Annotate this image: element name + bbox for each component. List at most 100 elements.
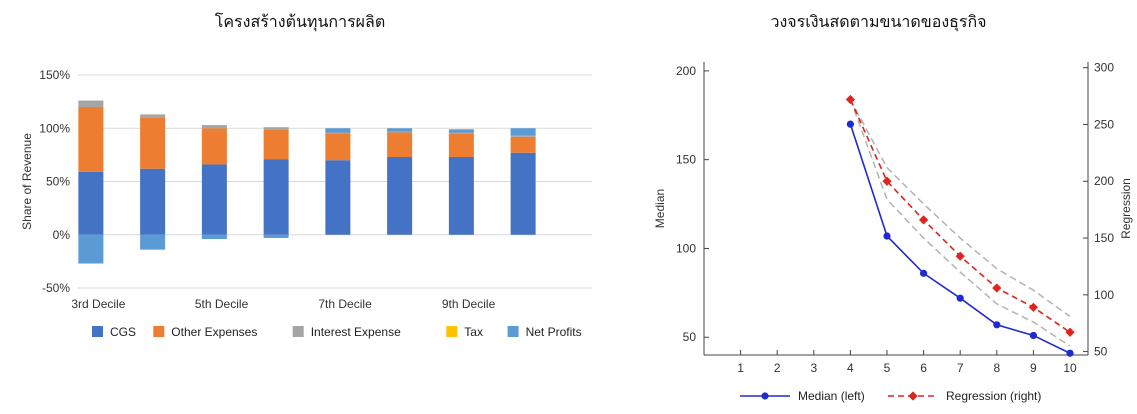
x-tick-label: 5th Decile: [195, 297, 249, 311]
bar-segment-net-profits: [263, 234, 289, 238]
bar-segment-cgs: [510, 152, 536, 235]
data-point-regression: [845, 94, 855, 105]
bar-segment-other-expenses: [448, 133, 474, 158]
y-tick-label-left: 150: [676, 153, 696, 167]
data-point-median: [920, 269, 928, 277]
bar-segment-interest-expense: [448, 132, 474, 134]
confidence-band-line: [849, 99, 1071, 317]
data-point-median: [1066, 349, 1074, 357]
bar-segment-interest-expense: [387, 131, 413, 133]
bar-segment-other-expenses: [387, 132, 413, 158]
bar-segment-other-expenses: [263, 129, 289, 160]
cost-structure-chart: โครงสร้างต้นทุนการผลิต 150% 100% 50% 0% -50%…: [20, 12, 592, 339]
bar-segment-cgs: [325, 160, 351, 235]
bar-segment-interest-expense: [78, 100, 104, 107]
bar-segment-net-profits: [140, 234, 166, 250]
bar-segment-other-expenses: [140, 117, 166, 169]
x-tick-label: 9: [1030, 361, 1037, 375]
bar-segment-interest-expense: [140, 114, 166, 118]
legend-swatch: [92, 326, 103, 337]
x-tick-label: 4: [847, 361, 854, 375]
x-tick-label: 3rd Decile: [71, 297, 125, 311]
bar-segment-interest-expense: [201, 125, 227, 129]
bar-segment-interest-expense: [325, 132, 351, 134]
cash-cycle-chart: วงจรเงินสดตามขนาดของธุรกิจ 50 100 150 200 50…: [620, 0, 1137, 414]
legend-marker-regression: [908, 391, 918, 401]
y-tick-label-right: 300: [1094, 61, 1114, 75]
legend-label: Interest Expense: [311, 325, 401, 339]
data-point-regression: [1065, 327, 1075, 337]
bar-segment-cgs: [201, 164, 227, 235]
cash-cycle-plot: 50 100 150 200 50 100 150 200 250 300 1 2 3 4 5 6 7 8 9 10 M…: [653, 61, 1133, 403]
y-tick-label: 0%: [53, 228, 71, 242]
bar-segment-net-profits: [78, 234, 104, 264]
bar-segment-net-profits: [201, 234, 227, 240]
bar-segment-other-expenses: [510, 136, 536, 153]
y-tick-label-right: 200: [1094, 174, 1114, 188]
cost-structure-plot: 150% 100% 50% 0% -50% Share of Revenue 3rd Dec…: [20, 68, 592, 339]
bar-segment-other-expenses: [325, 133, 351, 161]
legend-label: Net Profits: [526, 325, 582, 339]
data-point-median: [956, 294, 964, 302]
bar-segment-net-profits: [510, 128, 536, 136]
data-point-regression: [955, 251, 965, 261]
x-tick-label: 7th Decile: [318, 297, 372, 311]
y-tick-label-right: 100: [1094, 288, 1114, 302]
bar-segment-cgs: [448, 157, 474, 235]
y-axis-label-right: Regression: [1119, 178, 1133, 239]
y-tick-label: 150%: [39, 68, 70, 82]
bar-segment-net-profits: [325, 128, 351, 133]
x-tick-label: 10: [1063, 361, 1077, 375]
y-tick-label: 100%: [39, 121, 70, 135]
y-axis-label-left: Median: [653, 189, 667, 228]
x-tick-label: 1: [737, 361, 744, 375]
data-point-regression: [919, 215, 929, 225]
bar-segment-cgs: [140, 168, 166, 235]
data-point-regression: [1028, 302, 1038, 312]
legend-label: CGS: [110, 325, 136, 339]
legend-swatch: [507, 326, 519, 337]
y-tick-label-left: 200: [676, 64, 696, 78]
chart-title: โครงสร้างต้นทุนการผลิต: [214, 12, 386, 31]
x-tick-label: 2: [774, 361, 781, 375]
bar-segment-other-expenses: [201, 128, 227, 165]
y-tick-label: 50%: [46, 175, 70, 189]
x-tick-label: 5: [884, 361, 891, 375]
legend-label: Regression (right): [946, 389, 1041, 403]
bar-segment-cgs: [78, 171, 104, 235]
y-axis-label: Share of Revenue: [20, 133, 34, 230]
y-tick-label-right: 50: [1094, 345, 1108, 359]
data-point-median: [1029, 331, 1037, 340]
y-tick-label-right: 150: [1094, 231, 1114, 245]
x-tick-label: 7: [957, 361, 964, 375]
data-point-median: [846, 120, 854, 128]
bar-segment-cgs: [387, 157, 413, 235]
y-tick-label: -50%: [42, 281, 70, 295]
bar-segment-cgs: [263, 159, 289, 235]
legend-label: Other Expenses: [171, 325, 257, 339]
y-tick-label-left: 50: [683, 330, 697, 344]
data-point-regression: [882, 176, 892, 186]
confidence-band-line: [849, 99, 1071, 347]
legend-label: Tax: [464, 325, 483, 339]
legend-label: Median (left): [798, 389, 865, 403]
data-point-median: [993, 321, 1001, 329]
data-point-regression: [992, 283, 1002, 293]
legend-swatch: [446, 326, 458, 337]
bar-segment-interest-expense: [510, 135, 536, 137]
y-tick-label-right: 250: [1094, 117, 1114, 131]
legend-marker-median: [761, 392, 769, 400]
chart-title: วงจรเงินสดตามขนาดของธุรกิจ: [770, 12, 987, 31]
data-point-median: [883, 232, 891, 240]
x-tick-label: 9th Decile: [442, 297, 496, 311]
legend-swatch: [153, 326, 165, 337]
y-tick-label-left: 100: [676, 241, 696, 255]
bar-segment-interest-expense: [263, 127, 289, 130]
legend-swatch: [292, 326, 304, 337]
x-tick-label: 8: [993, 361, 1000, 375]
x-tick-label: 6: [920, 361, 927, 375]
bar-segment-net-profits: [387, 128, 413, 132]
x-tick-label: 3: [810, 361, 817, 375]
bar-segment-net-profits: [448, 129, 474, 133]
bar-segment-other-expenses: [78, 106, 104, 172]
